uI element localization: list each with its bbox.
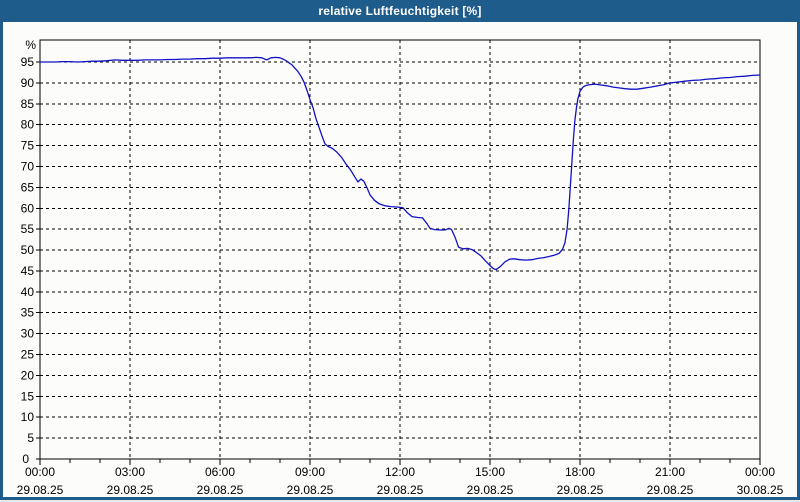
y-tick-label: 45	[21, 264, 35, 278]
x-tick-date-label: 29.08.25	[377, 483, 424, 497]
y-tick-label: 10	[21, 410, 35, 424]
y-tick-label: 20	[21, 368, 35, 382]
x-tick-time-label: 00:00	[25, 465, 55, 479]
x-tick-date-label: 29.08.25	[197, 483, 244, 497]
x-tick-time-label: 06:00	[205, 465, 235, 479]
chart-area: 5 10 15 20 25 30 35 40 45 50 55 60 65 70 75 80 85 90 95 0% 0…	[3, 22, 797, 497]
y-tick-label: 60	[21, 201, 35, 215]
y-tick-label: 85	[21, 97, 35, 111]
y-tick-label: 90	[21, 76, 35, 90]
y-tick-label: 35	[21, 306, 35, 320]
x-tick-time-label: 09:00	[295, 465, 325, 479]
y-axis-unit-label: %	[25, 38, 36, 52]
x-tick-time-label: 15:00	[475, 465, 505, 479]
axis-labels: 5 10 15 20 25 30 35 40 45 50 55 60 65 70 75 80 85 90 95 0% 0…	[17, 38, 784, 497]
x-tick-time-label: 12:00	[385, 465, 415, 479]
y-tick-label: 0	[22, 452, 29, 466]
plot-border	[39, 39, 761, 460]
x-tick-date-label: 29.08.25	[17, 483, 64, 497]
x-tick-time-label: 03:00	[115, 465, 145, 479]
x-tick-date-label: 30.08.25	[737, 483, 784, 497]
humidity-line-chart: 5 10 15 20 25 30 35 40 45 50 55 60 65 70 75 80 85 90 95 0% 0…	[17, 38, 784, 497]
humidity-line	[39, 56, 761, 271]
y-tick-label: 95	[21, 55, 35, 69]
y-tick-label: 55	[21, 222, 35, 236]
x-tick-time-label: 21:00	[655, 465, 685, 479]
y-tick-label: 15	[21, 389, 35, 403]
y-tick-label: 30	[21, 327, 35, 341]
y-tick-label: 65	[21, 180, 35, 194]
y-tick-label: 75	[21, 139, 35, 153]
x-tick-date-label: 29.08.25	[647, 483, 694, 497]
y-tick-label: 70	[21, 159, 35, 173]
x-tick-date-label: 29.08.25	[467, 483, 514, 497]
y-tick-label: 80	[21, 118, 35, 132]
x-tick-date-label: 29.08.25	[557, 483, 604, 497]
y-tick-label: 40	[21, 285, 35, 299]
gridlines	[40, 40, 760, 459]
plot-frame	[39, 39, 761, 460]
humidity-series-path	[39, 56, 761, 271]
titlebar: relative Luftfeuchtigkeit [%]	[0, 0, 800, 22]
axis-ticks	[36, 61, 761, 465]
y-tick-label: 5	[27, 431, 34, 445]
x-tick-date-label: 29.08.25	[287, 483, 334, 497]
y-tick-label: 50	[21, 243, 35, 257]
y-tick-label: 25	[21, 348, 35, 362]
x-tick-time-label: 18:00	[565, 465, 595, 479]
x-tick-time-label: 00:00	[745, 465, 775, 479]
window-title: relative Luftfeuchtigkeit [%]	[318, 4, 482, 18]
x-tick-date-label: 29.08.25	[107, 483, 154, 497]
